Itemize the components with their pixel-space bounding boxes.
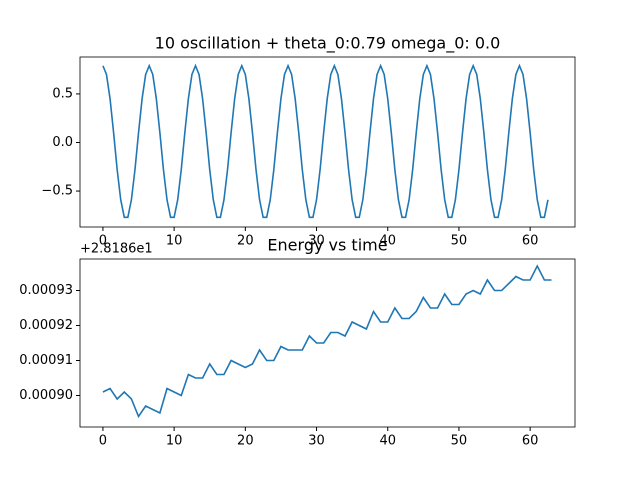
chart-title: Energy vs time — [267, 236, 387, 255]
x-tick-label: 10 — [166, 434, 183, 449]
chart-title: 10 oscillation + theta_0:0.79 omega_0: 0… — [155, 34, 501, 54]
x-tick-label: 0 — [99, 434, 107, 449]
y-tick-label: 0.00090 — [19, 388, 73, 403]
offset-text: +2.8186e1 — [80, 242, 153, 257]
y-tick-label: 0.00093 — [19, 283, 73, 298]
x-tick-label: 60 — [522, 234, 539, 249]
x-tick-label: 40 — [379, 434, 396, 449]
y-tick-label: −0.5 — [41, 184, 73, 199]
y-tick-label: 0.5 — [52, 86, 73, 101]
x-tick-label: 50 — [451, 434, 468, 449]
data-line — [102, 264, 552, 419]
x-tick-label: 10 — [166, 234, 183, 249]
x-tick-label: 30 — [308, 234, 325, 249]
x-tick-label: 20 — [237, 234, 254, 249]
y-tick-label: 0.00092 — [19, 318, 73, 333]
x-tick-label: 40 — [379, 234, 396, 249]
x-tick-label: 30 — [308, 434, 325, 449]
x-tick-label: 20 — [237, 434, 254, 449]
x-tick-label: 50 — [451, 234, 468, 249]
axes-frame — [79, 258, 576, 428]
y-tick-label: 0.00091 — [19, 353, 73, 368]
axes-frame — [79, 56, 576, 228]
x-tick-label: 60 — [522, 434, 539, 449]
data-line — [102, 63, 549, 219]
x-tick-label: 0 — [99, 234, 107, 249]
y-tick-label: 0.0 — [52, 135, 73, 150]
